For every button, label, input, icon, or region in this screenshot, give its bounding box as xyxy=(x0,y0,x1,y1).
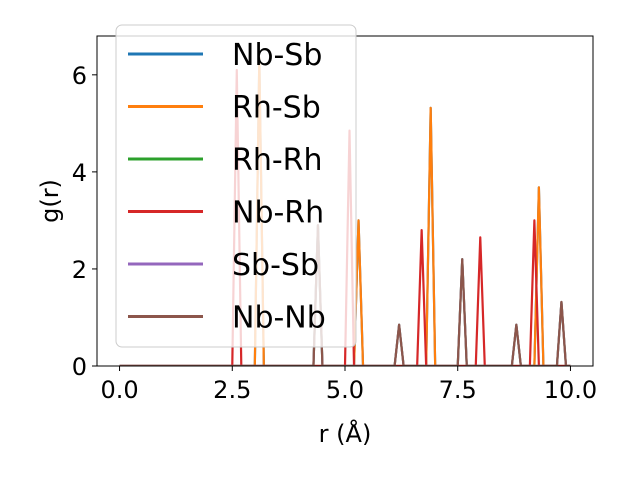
legend-label-nb-rh: Nb-Rh xyxy=(232,196,324,231)
legend-label-nb-nb: Nb-Nb xyxy=(232,301,326,336)
legend-label-sb-sb: Sb-Sb xyxy=(232,248,319,283)
legend: Nb-Sb Rh-Sb Rh-Rh Nb-Rh Sb-Sb Nb-Nb xyxy=(115,24,357,348)
x-tick-label: 0.0 xyxy=(100,376,138,404)
y-tick-label: 6 xyxy=(72,62,87,90)
x-axis: 0.0 2.5 5.0 7.5 10.0 xyxy=(100,366,597,404)
y-tick-label: 4 xyxy=(72,159,87,187)
legend-items: Nb-Sb Rh-Sb Rh-Rh Nb-Rh Sb-Sb Nb-Nb xyxy=(128,38,326,336)
x-tick-label: 5.0 xyxy=(326,376,364,404)
legend-label-rh-sb: Rh-Sb xyxy=(232,91,321,126)
y-tick-label: 0 xyxy=(72,353,87,381)
y-tick-label: 2 xyxy=(72,256,87,284)
x-tick-label: 2.5 xyxy=(213,376,251,404)
x-tick-label: 7.5 xyxy=(439,376,477,404)
x-axis-label: r (Å) xyxy=(319,419,372,448)
legend-label-nb-sb: Nb-Sb xyxy=(232,38,322,73)
y-axis: 0 2 4 6 xyxy=(72,62,97,381)
x-tick-label: 10.0 xyxy=(544,376,597,404)
legend-label-rh-rh: Rh-Rh xyxy=(232,143,323,178)
y-axis-label: g(r) xyxy=(36,179,64,223)
legend-box xyxy=(115,24,357,348)
